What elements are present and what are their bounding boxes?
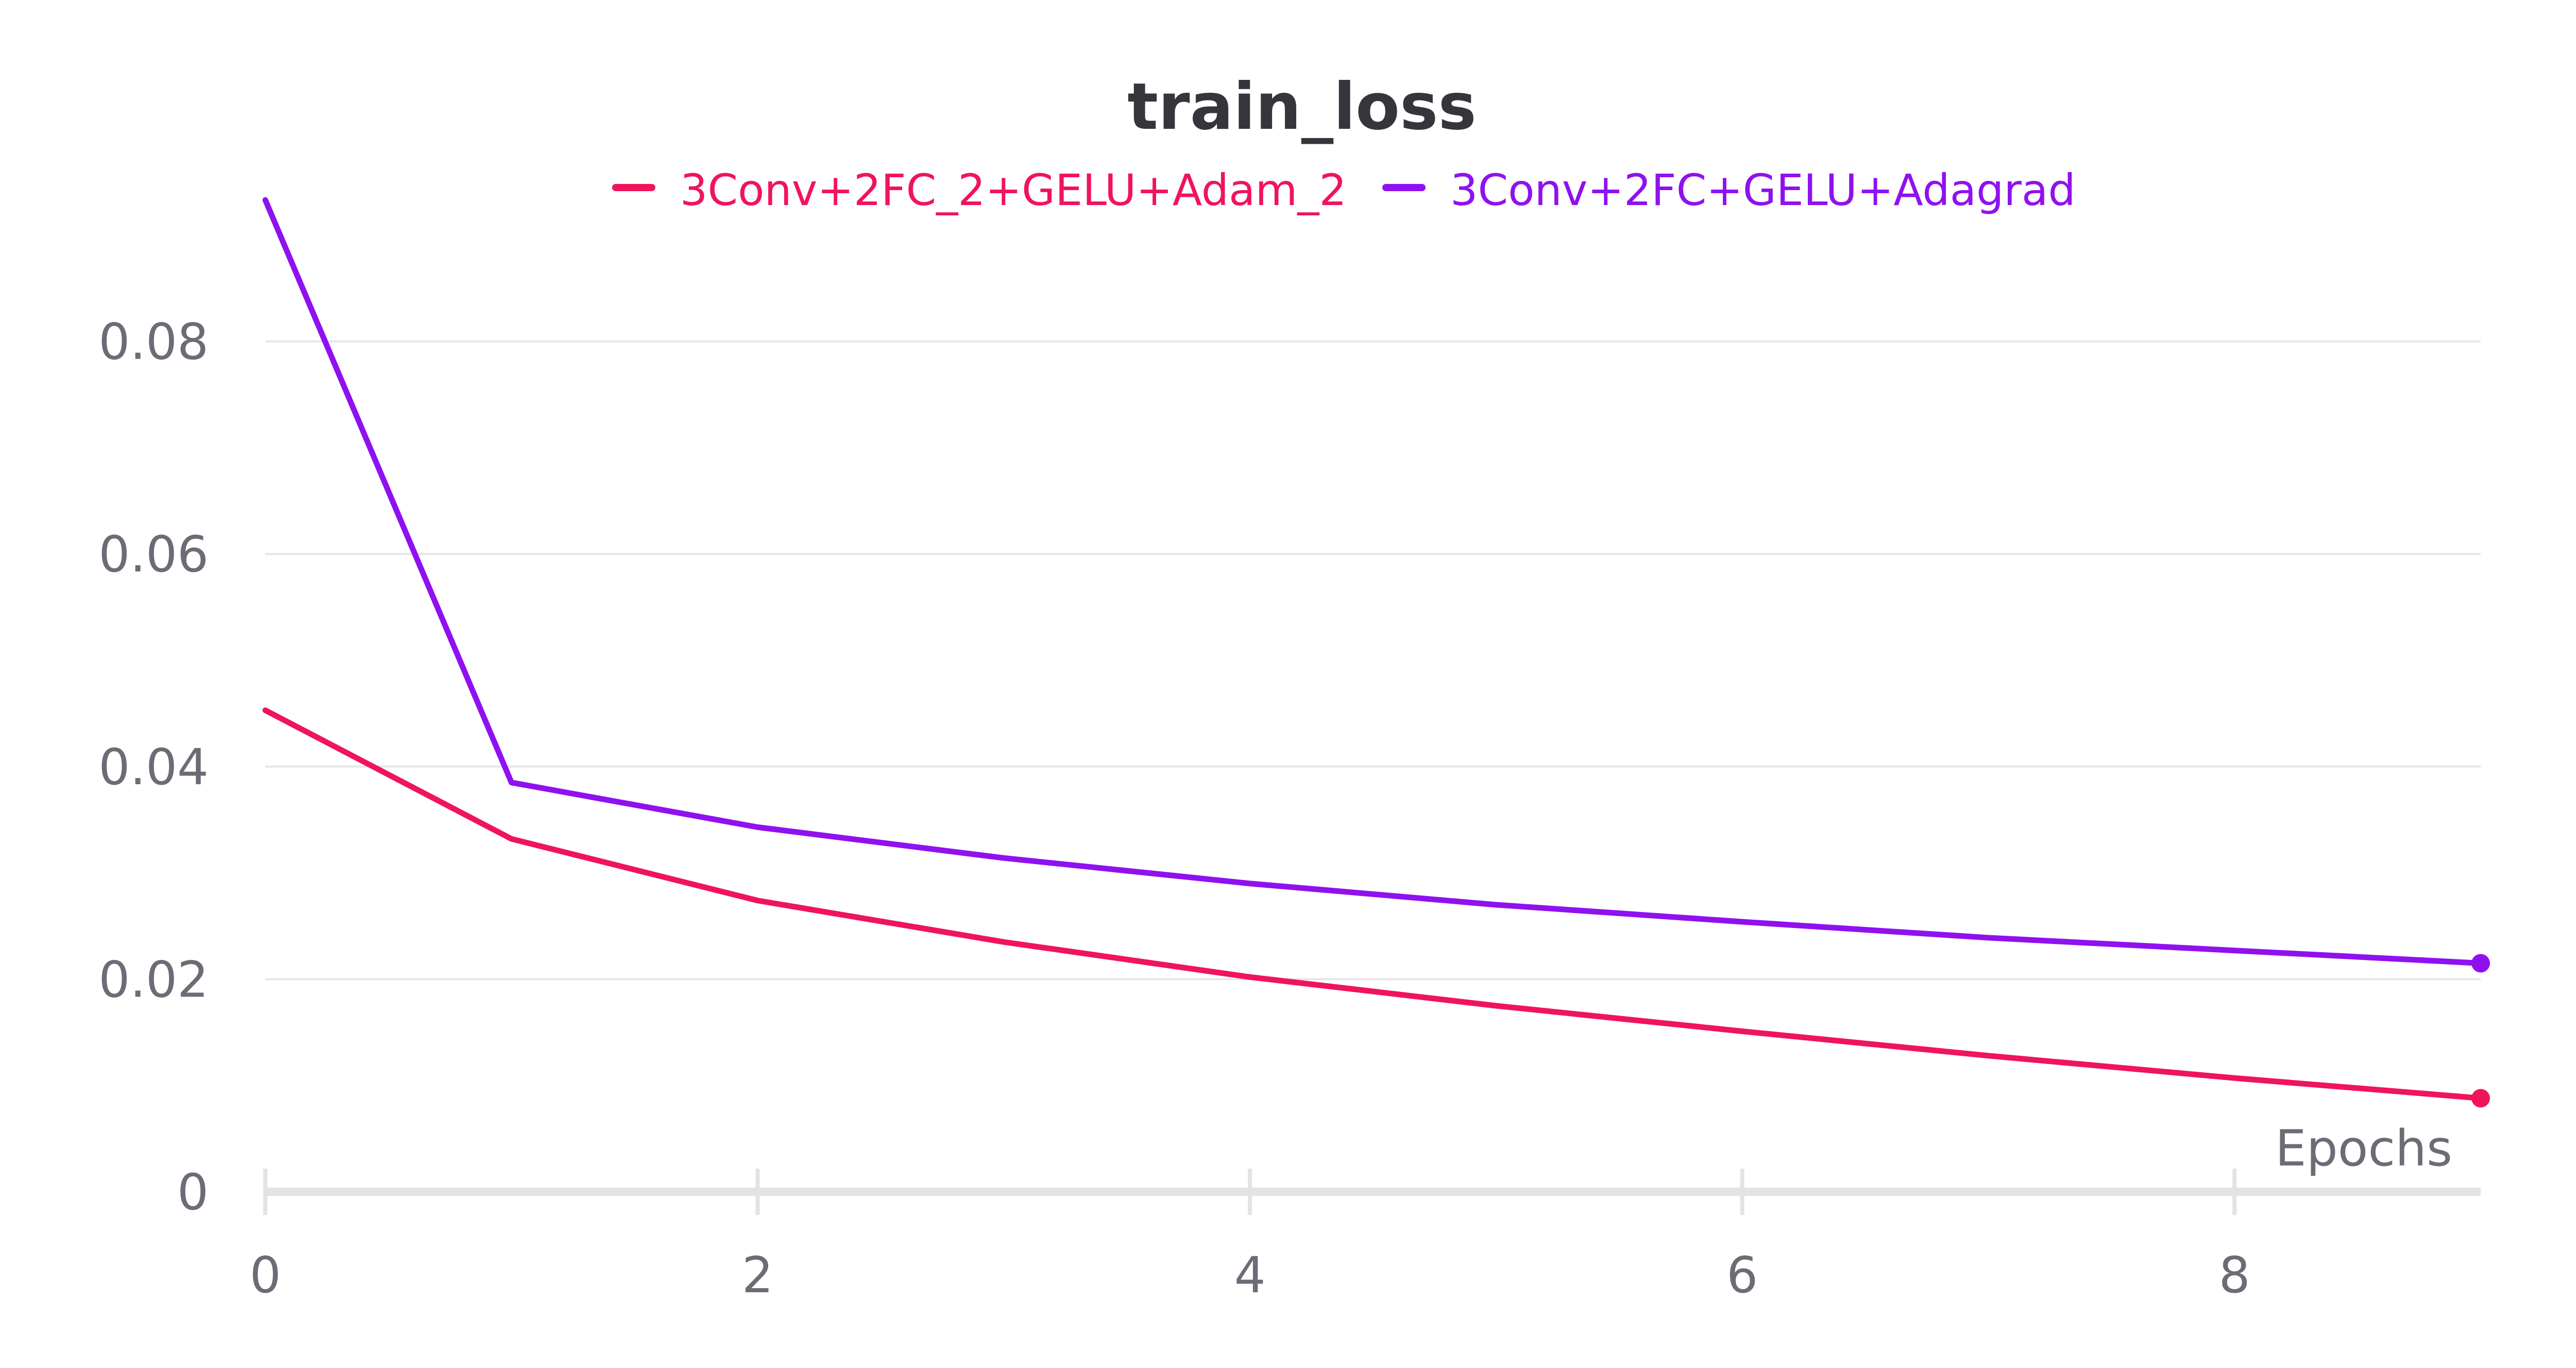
series-endpoint-marker-1: [2471, 1089, 2490, 1108]
y-tick-label: 0.06: [98, 526, 209, 583]
series-endpoint-marker-2: [2471, 954, 2490, 973]
tick-labels: 0 0.02 0.04 0.06 0.08 0 2 4 6 8: [98, 313, 2250, 1304]
axes: [263, 1169, 2481, 1215]
legend-label-1: 3Conv+2FC_2+GELU+Adam_2: [680, 165, 1347, 215]
x-tick-label: 6: [1726, 1246, 1758, 1304]
y-tick-label: 0.02: [98, 951, 209, 1008]
y-tick-label: 0: [177, 1163, 209, 1221]
series-lines: [262, 197, 2490, 1108]
grid-lines: [265, 340, 2481, 981]
chart-title: train_loss: [1127, 70, 1477, 144]
series-line-1: [262, 707, 2484, 1101]
series-line-2: [262, 197, 2484, 966]
y-tick-label: 0.08: [98, 313, 209, 371]
x-tick-label: 4: [1234, 1246, 1266, 1304]
x-tick-label: 8: [2219, 1246, 2250, 1304]
legend-label-2: 3Conv+2FC+GELU+Adagrad: [1450, 165, 2076, 215]
y-tick-label: 0.04: [98, 738, 209, 796]
x-tick-label: 2: [742, 1246, 773, 1304]
legend: 3Conv+2FC_2+GELU+Adam_2 3Conv+2FC+GELU+Ad…: [612, 165, 2076, 215]
x-tick-label: 0: [249, 1246, 281, 1304]
x-axis-label: Epochs: [2275, 1120, 2452, 1177]
